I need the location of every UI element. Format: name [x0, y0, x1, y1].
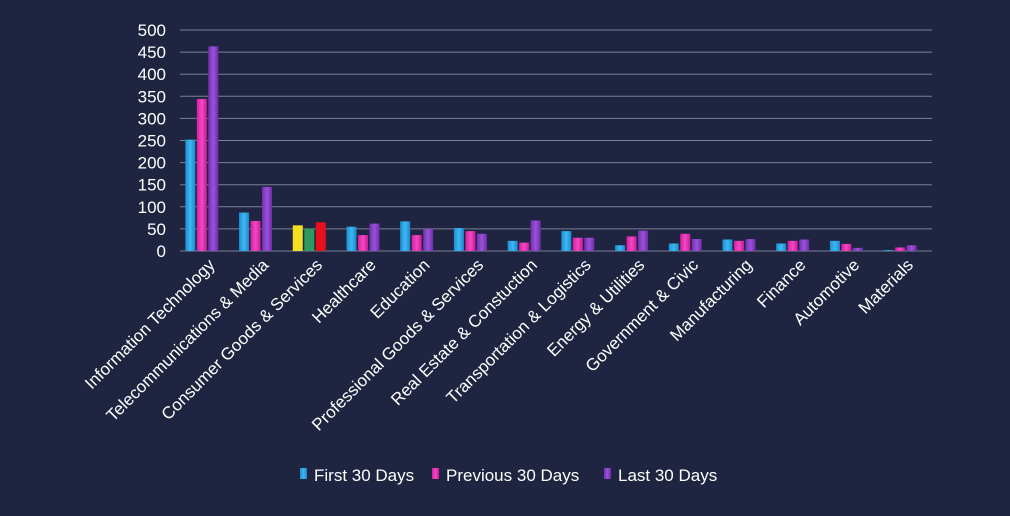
bar-previous-30-days: [841, 243, 852, 251]
bar-last-30-days: [262, 186, 273, 251]
bar-last-30-days: [584, 237, 595, 251]
y-axis-ticks: 0 50 100 150 200 250 300 350 400 450 500: [138, 21, 166, 261]
legend-swatch: [604, 468, 611, 479]
y-tick-label: 400: [138, 65, 166, 84]
bar-last-30-days: [852, 247, 863, 251]
bar-last-30-days: [208, 46, 219, 251]
bar-previous-30-days: [465, 231, 476, 251]
legend: First 30 Days Previous 30 Days Last 30 Day…: [300, 466, 717, 485]
bar-previous-30-days: [411, 235, 422, 251]
y-tick-label: 150: [138, 176, 166, 195]
legend-label: First 30 Days: [314, 466, 414, 485]
gridlines: [180, 29, 932, 252]
bar-previous-30-days: [519, 242, 530, 251]
bar-first-30-days: [292, 225, 303, 251]
x-axis-category-labels: Information TechnologyTelecommunications…: [81, 255, 917, 435]
y-tick-label: 350: [138, 87, 166, 106]
bars: [185, 46, 917, 252]
bar-last-30-days: [369, 223, 380, 251]
y-tick-label: 100: [138, 198, 166, 217]
legend-label: Previous 30 Days: [446, 466, 579, 485]
bar-last-30-days: [638, 230, 649, 251]
bar-first-30-days: [239, 212, 250, 251]
bar-first-30-days: [561, 231, 572, 251]
bar-first-30-days: [453, 228, 464, 251]
bar-first-30-days: [346, 226, 357, 251]
bar-first-30-days: [722, 239, 733, 251]
legend-swatch: [432, 468, 439, 479]
bar-last-30-days: [315, 222, 326, 251]
bar-previous-30-days: [787, 240, 798, 251]
bar-first-30-days: [829, 240, 840, 251]
bar-last-30-days: [423, 228, 434, 251]
bar-previous-30-days: [196, 98, 207, 252]
y-tick-label: 50: [147, 220, 166, 239]
bar-last-30-days: [745, 239, 756, 251]
bar-first-30-days: [883, 250, 894, 251]
bar-first-30-days: [668, 243, 679, 251]
legend-swatch: [300, 468, 307, 479]
bar-first-30-days: [507, 240, 518, 251]
y-tick-label: 450: [138, 43, 166, 62]
y-tick-label: 200: [138, 154, 166, 173]
y-tick-label: 300: [138, 109, 166, 128]
bar-last-30-days: [906, 245, 917, 251]
bar-last-30-days: [476, 233, 487, 251]
x-tick-label: Materials: [855, 255, 917, 317]
bar-first-30-days: [185, 139, 196, 251]
y-tick-label: 500: [138, 21, 166, 40]
bar-last-30-days: [799, 239, 810, 251]
bar-previous-30-days: [572, 237, 583, 251]
bar-previous-30-days: [304, 228, 315, 251]
bar-previous-30-days: [626, 236, 637, 251]
x-tick-label: Energy & Utilities: [543, 255, 648, 360]
bar-previous-30-days: [250, 220, 261, 251]
bar-first-30-days: [400, 221, 411, 251]
bar-first-30-days: [615, 245, 626, 251]
bar-previous-30-days: [680, 233, 691, 251]
legend-label: Last 30 Days: [618, 466, 717, 485]
bar-last-30-days: [530, 220, 541, 251]
y-tick-label: 250: [138, 132, 166, 151]
bar-last-30-days: [691, 239, 702, 251]
bar-previous-30-days: [358, 235, 368, 251]
bar-first-30-days: [776, 243, 787, 251]
y-tick-label: 0: [157, 242, 166, 261]
bar-previous-30-days: [895, 247, 906, 251]
bar-previous-30-days: [734, 240, 744, 251]
